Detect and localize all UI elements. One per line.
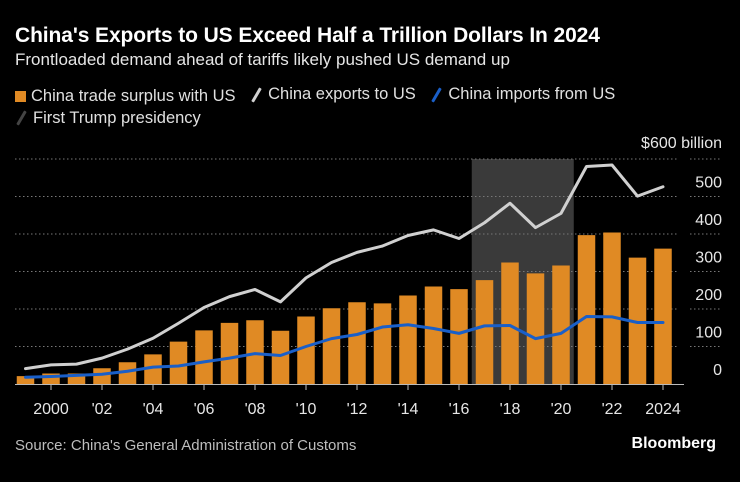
bar-surplus-2015 [424, 286, 443, 384]
bar-surplus-2013 [373, 303, 392, 384]
x-tick-label: '04 [143, 401, 164, 418]
x-tick-label: '02 [92, 401, 113, 418]
legend-label: China exports to US [268, 85, 416, 103]
bar-surplus-2018 [501, 262, 519, 384]
x-tick-label: '10 [296, 401, 317, 418]
y-tick-label: 300 [695, 250, 722, 267]
bar-surplus-2006 [195, 330, 213, 384]
bar-surplus-2022 [603, 232, 621, 384]
source-note: Source: China's General Administration o… [15, 437, 357, 454]
legend-label: China imports from US [448, 85, 616, 103]
chart-subtitle: Frontloaded demand ahead of tariffs like… [15, 50, 510, 69]
x-tick-label: '06 [194, 401, 215, 418]
bar-surplus-2024 [654, 248, 672, 384]
bar-surplus-2014 [399, 295, 417, 384]
bar-surplus-2004 [144, 354, 162, 384]
bar-surplus-2012 [348, 302, 366, 384]
bar-surplus-2017 [475, 280, 494, 384]
bar-surplus-2002 [93, 368, 111, 384]
legend-item-surplus: China trade surplus with US [15, 86, 236, 107]
legend-label: First Trump presidency [33, 108, 201, 127]
legend-label: China trade surplus with US [31, 86, 236, 105]
bar-surplus-2011 [322, 308, 341, 384]
legend-item-trump: First Trump presidency [15, 108, 201, 129]
legend-item-exports: China exports to US [250, 84, 416, 105]
x-tick-label: 2024 [645, 401, 681, 418]
x-tick-label: '08 [245, 401, 266, 418]
y-unit-label: $600 billion [641, 135, 722, 152]
bar-surplus-2000 [42, 373, 60, 384]
bar-surplus-2020 [552, 265, 570, 384]
legend: China trade surplus with US China export… [15, 84, 715, 131]
y-tick-label: 100 [695, 325, 722, 342]
bar-surplus-2007 [220, 322, 239, 384]
bar-surplus-2019 [526, 273, 545, 384]
line-exports [24, 163, 665, 371]
legend-item-imports: China imports from US [430, 84, 615, 105]
x-tick-label: 2000 [33, 401, 69, 418]
bar-surplus-2023 [628, 257, 647, 384]
x-tick-label: '22 [602, 401, 623, 418]
orange-square-icon [15, 90, 26, 102]
y-tick-label: 200 [695, 287, 722, 304]
bar-surplus-2010 [297, 316, 315, 384]
x-tick-label: '20 [551, 401, 572, 418]
x-tick-label: '14 [398, 401, 419, 418]
bar-surplus-2016 [450, 289, 468, 384]
x-tick-label: '16 [449, 401, 470, 418]
chart-title: China's Exports to US Exceed Half a Tril… [15, 24, 600, 47]
bar-surplus-2001 [67, 373, 86, 384]
x-tick-label: '18 [500, 401, 521, 418]
bar-surplus-2021 [577, 235, 596, 384]
bar-surplus-2005 [169, 341, 188, 384]
bar-surplus-2003 [118, 362, 137, 384]
bar-surplus-1999 [16, 376, 35, 384]
y-tick-label: 500 [695, 175, 722, 192]
y-tick-label: 0 [713, 362, 722, 379]
bloomberg-logo: Bloomberg [631, 435, 716, 452]
bar-surplus-2009 [271, 330, 290, 384]
y-tick-label: 400 [695, 212, 722, 229]
x-tick-label: '12 [347, 401, 368, 418]
line-imports [24, 315, 665, 379]
